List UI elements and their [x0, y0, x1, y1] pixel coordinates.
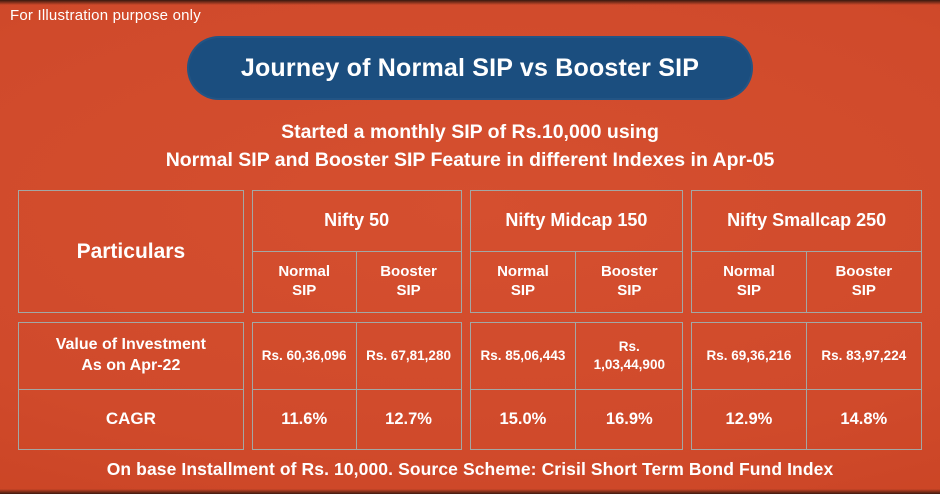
- page-title: Journey of Normal SIP vs Booster SIP: [240, 53, 700, 82]
- index-name-midcap150: Nifty Midcap 150: [470, 191, 683, 252]
- data-group-smallcap250: Rs. 69,36,216 Rs. 83,97,224 12.9% 14.8%: [691, 322, 922, 450]
- header-particulars: Particulars: [18, 190, 244, 313]
- booster-sip-header: Booster SIP: [600, 263, 658, 299]
- cagr-midcap150-booster: 16.9%: [605, 409, 653, 428]
- header-group-nifty50: Nifty 50 Normal SIP Booster SIP: [251, 190, 462, 313]
- index-name-nifty50: Nifty 50: [252, 191, 461, 252]
- header-group-smallcap250: Nifty Smallcap 250 Normal SIP Booster SI…: [691, 190, 922, 313]
- top-edge-shadow: [0, 0, 940, 5]
- sub-header-row-nifty50: Normal SIP Booster SIP: [253, 251, 461, 312]
- subtitle-line-1: Started a monthly SIP of Rs.10,000 using: [281, 121, 659, 143]
- data-group-nifty50: Rs. 60,36,096 Rs. 67,81,280 11.6% 12.7%: [251, 322, 462, 450]
- index-name-smallcap250: Nifty Smallcap 250: [692, 191, 921, 252]
- row-labels-column: Value of Investment As on Apr-22 CAGR: [18, 322, 244, 450]
- cagr-nifty50-normal: 11.6%: [253, 389, 357, 449]
- table-header-band: Particulars Nifty 50 Normal SIP Booster …: [18, 190, 922, 313]
- value-midcap150-booster: Rs. 1,03,44,900: [576, 323, 683, 390]
- value-nifty50-normal: Rs. 60,36,096: [252, 323, 357, 390]
- title-pill: Journey of Normal SIP vs Booster SIP: [187, 36, 753, 100]
- footnote-text: On base Installment of Rs. 10,000. Sourc…: [106, 459, 834, 479]
- value-smallcap250-normal: Rs. 69,36,216: [692, 323, 807, 390]
- disclaimer-text: For Illustration purpose only: [10, 7, 201, 24]
- normal-sip-header: Normal SIP: [471, 251, 577, 312]
- row-label-value-of-investment: Value of Investment As on Apr-22: [19, 323, 243, 390]
- value-smallcap250-booster: Rs. 83,97,224: [806, 323, 921, 390]
- sub-header-row-midcap150: Normal SIP Booster SIP: [471, 251, 683, 312]
- data-group-midcap150: Rs. 85,06,443 Rs. 1,03,44,900 15.0% 16.9…: [469, 322, 684, 450]
- bottom-edge-shadow: [0, 489, 940, 494]
- normal-sip-header: Normal SIP: [692, 251, 807, 312]
- subtitle-line-2: Normal SIP and Booster SIP Feature in di…: [165, 149, 775, 171]
- header-group-midcap150: Nifty Midcap 150 Normal SIP Booster SIP: [469, 190, 684, 313]
- cagr-midcap150-normal: 15.0%: [471, 389, 577, 449]
- row-label-cagr: CAGR: [105, 409, 156, 429]
- table-data-band: Value of Investment As on Apr-22 CAGR Rs…: [18, 322, 922, 450]
- cagr-nifty50-booster: 12.7%: [385, 409, 432, 428]
- sub-header-row-smallcap250: Normal SIP Booster SIP: [692, 251, 921, 312]
- booster-sip-header: Booster SIP: [380, 263, 437, 299]
- value-midcap150-normal: Rs. 85,06,443: [470, 323, 577, 390]
- cagr-smallcap250-normal: 12.9%: [692, 389, 807, 449]
- subtitle: Started a monthly SIP of Rs.10,000 using…: [0, 118, 940, 174]
- comparison-table: Particulars Nifty 50 Normal SIP Booster …: [18, 190, 922, 450]
- particulars-label: Particulars: [76, 239, 186, 263]
- booster-sip-header: Booster SIP: [835, 263, 893, 299]
- normal-sip-header: Normal SIP: [253, 251, 357, 312]
- cagr-smallcap250-booster: 14.8%: [840, 409, 888, 428]
- value-nifty50-booster: Rs. 67,81,280: [356, 323, 461, 390]
